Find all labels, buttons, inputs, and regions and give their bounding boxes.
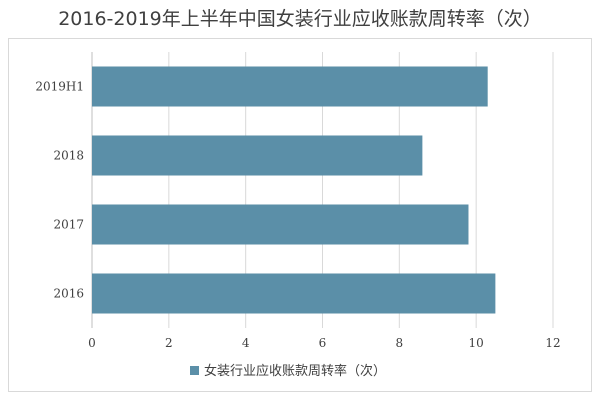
x-tick-label: 10 <box>469 336 484 350</box>
x-tick-label: 6 <box>319 336 327 350</box>
legend-swatch <box>190 366 199 375</box>
y-tick-label: 2019H1 <box>35 80 84 94</box>
legend: 女装行业应收账款周转率（次） <box>190 363 386 379</box>
bar-2017 <box>92 204 469 245</box>
bar-2019H1 <box>92 66 488 107</box>
value-axis-labels: 0 2 4 6 8 10 12 <box>88 336 560 350</box>
x-tick-label: 0 <box>88 336 96 350</box>
plot-frame <box>8 38 592 392</box>
bar-2016 <box>92 273 496 314</box>
bar-2018 <box>92 135 423 176</box>
y-tick-label: 2016 <box>53 287 84 301</box>
y-tick-label: 2018 <box>53 149 84 163</box>
legend-label: 女装行业应收账款周转率（次） <box>204 363 386 379</box>
x-tick-label: 4 <box>242 336 250 350</box>
x-tick-label: 2 <box>165 336 173 350</box>
y-tick-label: 2017 <box>53 218 84 232</box>
bars <box>92 66 496 314</box>
x-tick-label: 8 <box>396 336 404 350</box>
category-axis-labels: 2019H1 2018 2017 2016 <box>35 80 84 301</box>
chart-title: 2016-2019年上半年中国女装行业应收账款周转率（次） <box>58 8 542 30</box>
x-tick-label: 12 <box>545 336 560 350</box>
